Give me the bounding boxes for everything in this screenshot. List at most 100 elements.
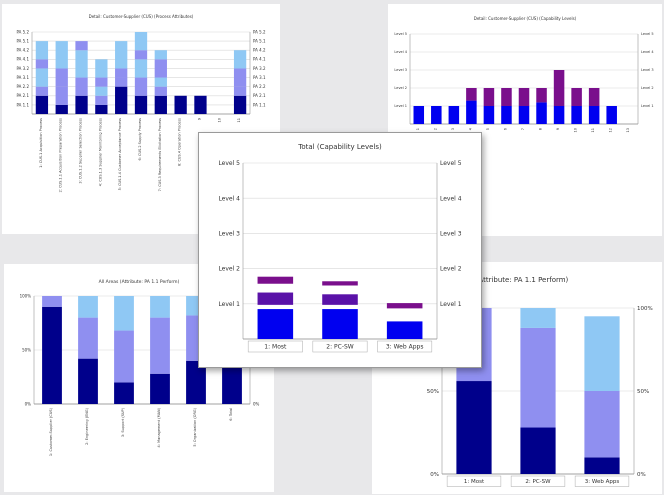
bar-segment <box>78 358 98 404</box>
y-tick-label-right: 0% <box>637 472 646 478</box>
bar-segment <box>186 360 206 404</box>
y-tick-label: 100% <box>20 293 32 298</box>
y-tick-label: Level 3 <box>394 68 407 72</box>
x-tick-label: 3 <box>451 128 455 130</box>
bar-segment <box>413 106 425 124</box>
bar-segment <box>501 106 512 124</box>
bar-segment <box>448 106 460 124</box>
bar-segment <box>483 88 495 106</box>
y-tick-label-right: PA 1.1 <box>253 102 266 107</box>
y-tick-label: Level 3 <box>218 231 240 238</box>
panel-total-capability: Total (Capability Levels) Level 5 Level 5 L… <box>198 132 482 368</box>
y-tick-label-right: PA 4.1 <box>253 57 266 62</box>
bar-segment <box>95 77 108 87</box>
bar-segment <box>322 309 358 339</box>
bar-segment <box>322 281 358 286</box>
x-tick-label: 3: Web Apps <box>585 479 620 485</box>
bar-segment <box>257 276 294 284</box>
bar-segment <box>553 70 565 106</box>
y-tick-label-right: 0% <box>253 401 260 406</box>
bar-segment <box>536 88 547 103</box>
y-tick-label-right: Level 2 <box>440 266 462 273</box>
bar-segment <box>154 59 167 78</box>
x-tick-label: 9 <box>197 118 201 120</box>
x-tick-label: 1: Most <box>264 344 287 351</box>
bar-segment <box>75 41 88 51</box>
x-tick-label: 2 <box>433 128 437 130</box>
bar-segment <box>518 106 530 124</box>
bar-segment <box>154 86 167 96</box>
y-tick-label: PA 5.2 <box>16 29 29 34</box>
bar-segment <box>95 95 108 105</box>
x-tick-label: 8: CUS.4 Operation Process <box>178 118 182 166</box>
y-tick-label-right: Level 1 <box>641 104 654 108</box>
bar-segment <box>154 95 167 114</box>
bar-segment <box>134 50 148 60</box>
x-tick-label: 7 <box>521 128 525 130</box>
bar-segment <box>520 308 556 328</box>
bar-segment <box>35 95 49 114</box>
bar-segment <box>520 427 556 474</box>
bar-segment <box>194 95 207 114</box>
chart-total-capability: Total (Capability Levels) Level 5 Level 5 L… <box>218 143 462 353</box>
bar-segment <box>233 50 247 69</box>
y-tick-label: PA 5.1 <box>16 39 29 44</box>
y-tick-label: PA 3.2 <box>16 66 29 71</box>
y-tick-label-right: Level 4 <box>440 195 462 202</box>
y-tick-label-right: PA 2.2 <box>253 84 266 89</box>
bar-segment <box>55 104 68 114</box>
y-tick-label: 50% <box>427 389 439 395</box>
bar-segment <box>75 95 88 114</box>
bar-segment <box>520 327 556 428</box>
y-tick-label: 50% <box>22 347 31 352</box>
y-tick-label-right: Level 1 <box>440 301 462 308</box>
y-tick-label: Level 5 <box>218 160 240 167</box>
bar-segment <box>114 296 134 331</box>
bar-segment <box>257 309 294 339</box>
x-tick-label: 6: CUS.2 Supply Process <box>138 118 142 161</box>
y-tick-label: Level 1 <box>394 104 407 108</box>
bar-segment <box>134 77 148 96</box>
bar-segment <box>78 296 98 318</box>
bar-segment <box>115 41 128 69</box>
y-tick-label: PA 4.1 <box>16 57 29 62</box>
y-tick-label: 0% <box>25 401 32 406</box>
bar-segment <box>115 86 128 114</box>
bar-segment <box>174 95 187 114</box>
x-tick-label: 2: Engineering (ENG) <box>85 407 89 445</box>
x-tick-label: 10 <box>217 118 221 122</box>
bar-segment <box>35 41 49 60</box>
bar-segment <box>95 59 108 78</box>
x-tick-label: 9 <box>556 128 560 130</box>
x-tick-label: 1: Customer-Supplier (CUS) <box>49 407 53 456</box>
y-tick-label-right: Level 5 <box>641 32 654 36</box>
y-tick-label: Level 5 <box>394 32 407 36</box>
bar-segment <box>588 88 600 106</box>
y-tick-label: Level 2 <box>394 86 407 90</box>
bar-segment <box>55 68 68 87</box>
x-tick-label: 3: CUS.1.2 Supplier Selection Process <box>79 118 83 184</box>
bar-segment <box>456 381 492 474</box>
y-tick-label-right: PA 4.2 <box>253 48 266 53</box>
chart-title: Detail: Customer-Supplier (CUS) (Process… <box>89 14 194 19</box>
bar-segment <box>114 330 134 383</box>
x-tick-label: 3: Web Apps <box>386 344 424 351</box>
bar-segment <box>584 316 620 391</box>
x-tick-label: 8 <box>539 128 543 130</box>
bar-segment <box>75 50 88 78</box>
x-tick-label: 10 <box>574 128 578 132</box>
bar-segment <box>35 68 49 87</box>
bar-segment <box>115 68 128 78</box>
bar-segment <box>115 77 128 87</box>
y-tick-label-right: PA 5.1 <box>253 39 266 44</box>
y-tick-label-right: PA 2.1 <box>253 93 266 98</box>
bar-segment <box>134 32 148 51</box>
bar-segment <box>233 86 247 96</box>
x-tick-box <box>510 475 566 487</box>
y-tick-label-right: Level 4 <box>641 50 654 54</box>
x-tick-label: 2: CUS.1.1 Acquisition Preparation Proce… <box>59 118 63 193</box>
y-tick-label-right: 50% <box>637 389 649 395</box>
y-tick-label-right: Level 5 <box>440 160 462 167</box>
y-tick-label: Level 4 <box>394 50 407 54</box>
bar-segment <box>386 321 423 339</box>
